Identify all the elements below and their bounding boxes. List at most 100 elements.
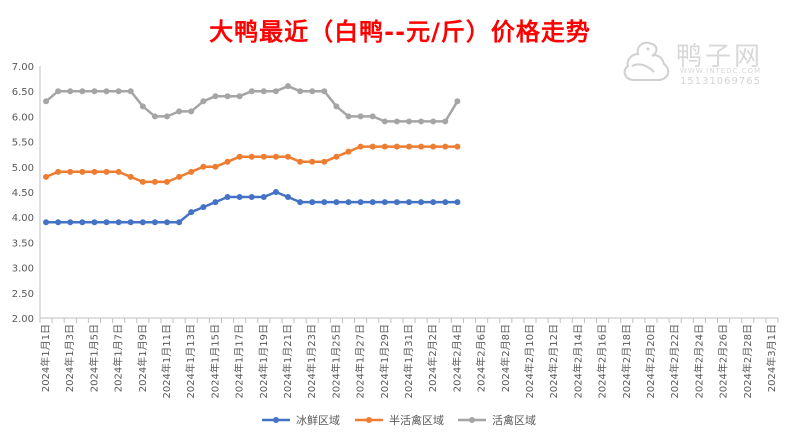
data-point bbox=[115, 219, 122, 226]
data-point bbox=[272, 189, 279, 195]
data-point bbox=[248, 88, 255, 95]
x-tick-label: 2024年1月9日 bbox=[136, 324, 149, 392]
data-point bbox=[236, 194, 243, 201]
data-point bbox=[164, 113, 171, 120]
data-point bbox=[357, 143, 364, 150]
data-point bbox=[127, 173, 134, 180]
data-point bbox=[442, 118, 449, 125]
x-tick-label: 2024年1月11日 bbox=[160, 324, 173, 399]
data-point bbox=[333, 153, 340, 160]
legend-marker bbox=[273, 417, 279, 423]
data-point bbox=[224, 194, 231, 201]
y-tick-label: 5.00 bbox=[12, 163, 34, 174]
x-tick-label: 2024年1月3日 bbox=[63, 324, 76, 392]
data-point bbox=[345, 113, 352, 120]
data-point bbox=[285, 194, 292, 201]
data-point bbox=[272, 153, 279, 160]
x-tick-label: 2024年1月1日 bbox=[39, 324, 52, 392]
data-point bbox=[176, 173, 183, 180]
y-tick-label: 6.50 bbox=[12, 87, 34, 98]
data-point bbox=[176, 219, 183, 226]
data-point bbox=[309, 88, 316, 95]
data-point bbox=[345, 148, 352, 155]
data-point bbox=[139, 219, 146, 226]
data-point bbox=[406, 143, 412, 150]
x-tick-label: 2024年2月18日 bbox=[620, 324, 633, 399]
data-point bbox=[79, 88, 86, 95]
x-tick-label: 2024年2月6日 bbox=[475, 324, 488, 392]
x-tick-label: 2024年1月27日 bbox=[354, 324, 367, 399]
y-tick-label: 4.50 bbox=[12, 188, 34, 199]
data-point bbox=[369, 199, 376, 206]
data-point bbox=[236, 153, 243, 160]
data-point bbox=[345, 199, 352, 206]
data-point bbox=[79, 219, 86, 226]
data-point bbox=[200, 163, 207, 170]
x-tick-label: 2024年2月8日 bbox=[499, 324, 512, 392]
data-point bbox=[272, 88, 279, 95]
data-point bbox=[127, 88, 134, 95]
data-point bbox=[381, 118, 388, 125]
x-tick-label: 2024年2月14日 bbox=[571, 324, 584, 399]
data-point bbox=[297, 199, 304, 206]
data-point bbox=[188, 209, 195, 216]
data-point bbox=[151, 113, 158, 120]
data-point bbox=[79, 168, 86, 175]
data-point bbox=[369, 143, 376, 150]
data-point bbox=[55, 219, 62, 226]
data-point bbox=[55, 88, 62, 95]
y-tick-label: 7.00 bbox=[12, 62, 34, 73]
data-point bbox=[43, 219, 50, 226]
data-point bbox=[103, 219, 110, 226]
y-tick-label: 6.00 bbox=[12, 112, 34, 123]
watermark-logo: 鸭子网 WWW.INTEDC.COM 15131069765 bbox=[618, 36, 788, 92]
data-point bbox=[381, 199, 388, 206]
watermark-url: WWW.INTEDC.COM bbox=[680, 67, 762, 75]
data-point bbox=[260, 153, 267, 160]
data-point bbox=[321, 199, 328, 206]
data-point bbox=[393, 199, 400, 206]
legend-marker bbox=[469, 417, 475, 423]
y-tick-label: 3.50 bbox=[12, 238, 34, 249]
x-tick-label: 2024年1月15日 bbox=[208, 324, 221, 399]
watermark-text: 鸭子网 bbox=[676, 42, 764, 72]
x-tick-label: 2024年2月10日 bbox=[523, 324, 536, 399]
x-tick-label: 2024年1月19日 bbox=[257, 324, 270, 399]
data-point bbox=[381, 143, 388, 150]
data-point bbox=[357, 199, 364, 206]
x-tick-label: 2024年1月17日 bbox=[233, 324, 246, 399]
data-point bbox=[91, 88, 98, 95]
x-tick-label: 2024年2月20日 bbox=[644, 324, 657, 399]
data-point bbox=[139, 178, 146, 185]
data-point bbox=[454, 199, 461, 206]
data-point bbox=[188, 108, 195, 115]
data-point bbox=[176, 108, 183, 115]
legend-label: 冰鲜区域 bbox=[296, 413, 340, 427]
y-tick-label: 5.50 bbox=[12, 138, 34, 149]
watermark-phone: 15131069765 bbox=[680, 76, 761, 87]
y-tick-label: 3.00 bbox=[12, 264, 34, 275]
data-point bbox=[103, 88, 110, 95]
data-point bbox=[442, 143, 449, 150]
data-point bbox=[200, 98, 207, 105]
legend-label: 活禽区域 bbox=[492, 413, 536, 427]
data-point bbox=[164, 219, 171, 226]
x-tick-label: 2024年1月25日 bbox=[329, 324, 342, 399]
x-tick-label: 2024年2月24日 bbox=[692, 324, 705, 399]
x-tick-label: 2024年2月28日 bbox=[741, 324, 754, 399]
data-point bbox=[43, 173, 50, 180]
data-point bbox=[212, 163, 219, 170]
data-point bbox=[188, 168, 195, 175]
data-point bbox=[139, 103, 146, 110]
data-point bbox=[333, 103, 340, 110]
data-point bbox=[309, 158, 316, 165]
data-point bbox=[248, 194, 255, 201]
data-point bbox=[406, 199, 412, 206]
y-tick-label: 2.00 bbox=[12, 314, 34, 325]
data-point bbox=[418, 199, 425, 206]
data-point bbox=[454, 98, 461, 105]
data-point bbox=[55, 168, 62, 175]
x-tick-label: 2024年1月13日 bbox=[184, 324, 197, 399]
